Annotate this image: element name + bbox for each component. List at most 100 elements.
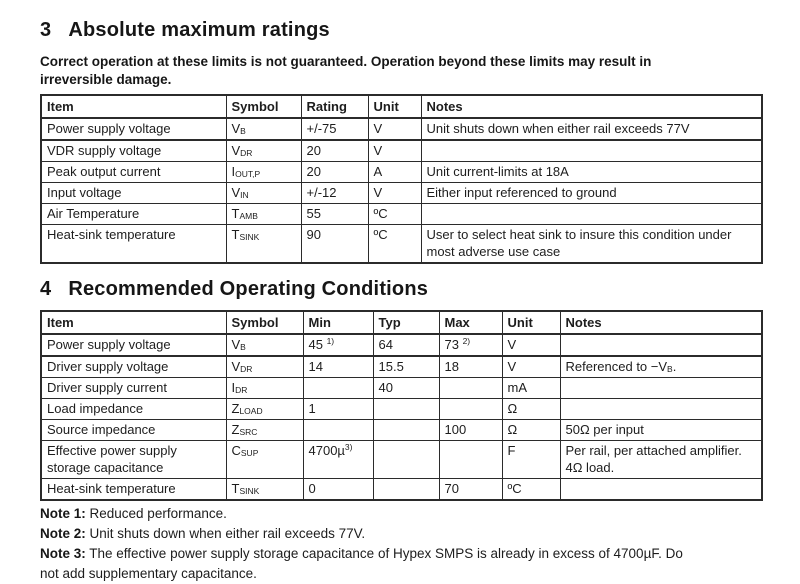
column-header: Item bbox=[40, 310, 227, 335]
table-cell: ZLOAD bbox=[225, 398, 304, 420]
table-cell: VB bbox=[225, 117, 302, 141]
footnotes: Note 1: Reduced performance. Note 2: Uni… bbox=[40, 504, 688, 584]
table-cell: Driver supply voltage bbox=[40, 355, 227, 378]
recommended-operating-conditions-table: Item Symbol Min Typ Max Unit Notes Power supply… bbox=[40, 310, 763, 501]
section-title: Recommended Operating Conditions bbox=[68, 278, 429, 300]
datasheet-page: 3 Absolute maximum ratings Correct operat… bbox=[40, 19, 763, 581]
table-cell: 15.5 bbox=[372, 355, 440, 378]
header-row: Item Symbol Rating Unit Notes bbox=[40, 94, 763, 119]
column-header: Symbol bbox=[225, 94, 302, 119]
table-row: Input voltage VIN +/-12 V Either input refer… bbox=[40, 182, 763, 204]
table-cell: 90 bbox=[300, 224, 369, 264]
absolute-maximum-ratings-table: Item Symbol Rating Unit Notes Power supply vo… bbox=[40, 94, 763, 264]
table-cell: Effective power supply storage capacitan… bbox=[40, 440, 227, 479]
table-cell bbox=[438, 440, 503, 479]
table-cell: Air Temperature bbox=[40, 203, 227, 225]
table-cell: 73 2) bbox=[438, 333, 503, 357]
table-cell: V bbox=[367, 182, 422, 204]
table-cell bbox=[372, 440, 440, 479]
table-cell: Unit current-limits at 18A bbox=[420, 161, 763, 183]
table-cell: V bbox=[501, 333, 561, 357]
table-row: Effective power supply storage capacitan… bbox=[40, 440, 763, 479]
section-heading: 3 Absolute maximum ratings bbox=[40, 19, 761, 42]
table-cell: ZSRC bbox=[225, 419, 304, 441]
table-cell: 20 bbox=[300, 161, 369, 183]
table-cell: 20 bbox=[300, 139, 369, 162]
table-cell: 1 bbox=[302, 398, 374, 420]
footnote-text: Reduced performance. bbox=[85, 506, 227, 521]
table-cell: Source impedance bbox=[40, 419, 227, 441]
table-cell: IDR bbox=[225, 377, 304, 399]
table-row: Source impedance ZSRC 100 Ω 50Ω per input bbox=[40, 419, 763, 441]
column-header: Item bbox=[40, 94, 227, 119]
table-cell: 18 bbox=[438, 355, 503, 378]
column-header: Unit bbox=[501, 310, 561, 335]
section-recommended-operating-conditions: 4 Recommended Operating Conditions Item Sy… bbox=[40, 278, 763, 501]
footnote-1: Note 1: Reduced performance. bbox=[40, 504, 688, 524]
table-cell bbox=[372, 419, 440, 441]
table-cell bbox=[559, 377, 763, 399]
table-cell: Heat-sink temperature bbox=[40, 478, 227, 501]
section-number: 3 bbox=[40, 19, 52, 41]
table-cell: User to select heat sink to insure this … bbox=[420, 224, 763, 264]
table-cell bbox=[438, 377, 503, 399]
table-cell: 64 bbox=[372, 333, 440, 357]
section-number: 4 bbox=[40, 278, 52, 300]
table-cell: VB bbox=[225, 333, 304, 357]
table-cell: VDR supply voltage bbox=[40, 139, 227, 162]
table-cell: 0 bbox=[302, 478, 374, 501]
column-header: Notes bbox=[559, 310, 763, 335]
table-cell: IOUT,P bbox=[225, 161, 302, 183]
footnote-3: Note 3: The effective power supply stora… bbox=[40, 544, 688, 584]
table-cell: Either input referenced to ground bbox=[420, 182, 763, 204]
table-cell: A bbox=[367, 161, 422, 183]
table-cell: 40 bbox=[372, 377, 440, 399]
table-cell: Input voltage bbox=[40, 182, 227, 204]
table-cell: ºC bbox=[367, 203, 422, 225]
table-cell: Heat-sink temperature bbox=[40, 224, 227, 264]
column-header: Notes bbox=[420, 94, 763, 119]
table-cell: V bbox=[501, 355, 561, 378]
footnote-text: Unit shuts down when either rail exceeds… bbox=[85, 526, 366, 541]
footnote-label: Note 3: bbox=[40, 546, 86, 561]
table-cell bbox=[372, 398, 440, 420]
column-header: Unit bbox=[367, 94, 422, 119]
table-row: Power supply voltage VB +/-75 V Unit shuts d… bbox=[40, 117, 763, 141]
header-row: Item Symbol Min Typ Max Unit Notes bbox=[40, 310, 763, 335]
table-cell: Ω bbox=[501, 398, 561, 420]
table-row: Heat-sink temperature TSINK 90 ºC User to se… bbox=[40, 224, 763, 264]
table-cell: 70 bbox=[438, 478, 503, 501]
table-cell: Per rail, per attached amplifier. 4Ω loa… bbox=[559, 440, 763, 479]
table-row: Peak output current IOUT,P 20 A Unit current… bbox=[40, 161, 763, 183]
column-header: Max bbox=[438, 310, 503, 335]
table-cell: +/-75 bbox=[300, 117, 369, 141]
table-row: Air Temperature TAMB 55 ºC bbox=[40, 203, 763, 225]
table-cell: 100 bbox=[438, 419, 503, 441]
footnote-text: The effective power supply storage capac… bbox=[40, 546, 683, 581]
table-cell: Driver supply current bbox=[40, 377, 227, 399]
table-cell: VDR bbox=[225, 139, 302, 162]
table-cell: ºC bbox=[367, 224, 422, 264]
section-heading: 4 Recommended Operating Conditions bbox=[40, 278, 761, 301]
table-cell: 50Ω per input bbox=[559, 419, 763, 441]
table-cell bbox=[420, 203, 763, 225]
table-cell: +/-12 bbox=[300, 182, 369, 204]
table-row: Driver supply voltage VDR 14 15.5 18 V Referen… bbox=[40, 355, 763, 378]
table-cell: VDR bbox=[225, 355, 304, 378]
table-cell: TSINK bbox=[225, 224, 302, 264]
table-cell bbox=[559, 398, 763, 420]
table-cell: Power supply voltage bbox=[40, 333, 227, 357]
column-header: Symbol bbox=[225, 310, 304, 335]
table-row: Heat-sink temperature TSINK 0 70 ºC bbox=[40, 478, 763, 501]
table-cell: TAMB bbox=[225, 203, 302, 225]
table-cell: 14 bbox=[302, 355, 374, 378]
table-cell: Load impedance bbox=[40, 398, 227, 420]
table-cell bbox=[302, 377, 374, 399]
table-cell: 45 1) bbox=[302, 333, 374, 357]
table-row: VDR supply voltage VDR 20 V bbox=[40, 139, 763, 162]
table-cell: Power supply voltage bbox=[40, 117, 227, 141]
table-cell bbox=[559, 333, 763, 357]
table-cell: V bbox=[367, 139, 422, 162]
warning-text: Correct operation at these limits is not… bbox=[40, 54, 652, 87]
table-cell: CSUP bbox=[225, 440, 304, 479]
